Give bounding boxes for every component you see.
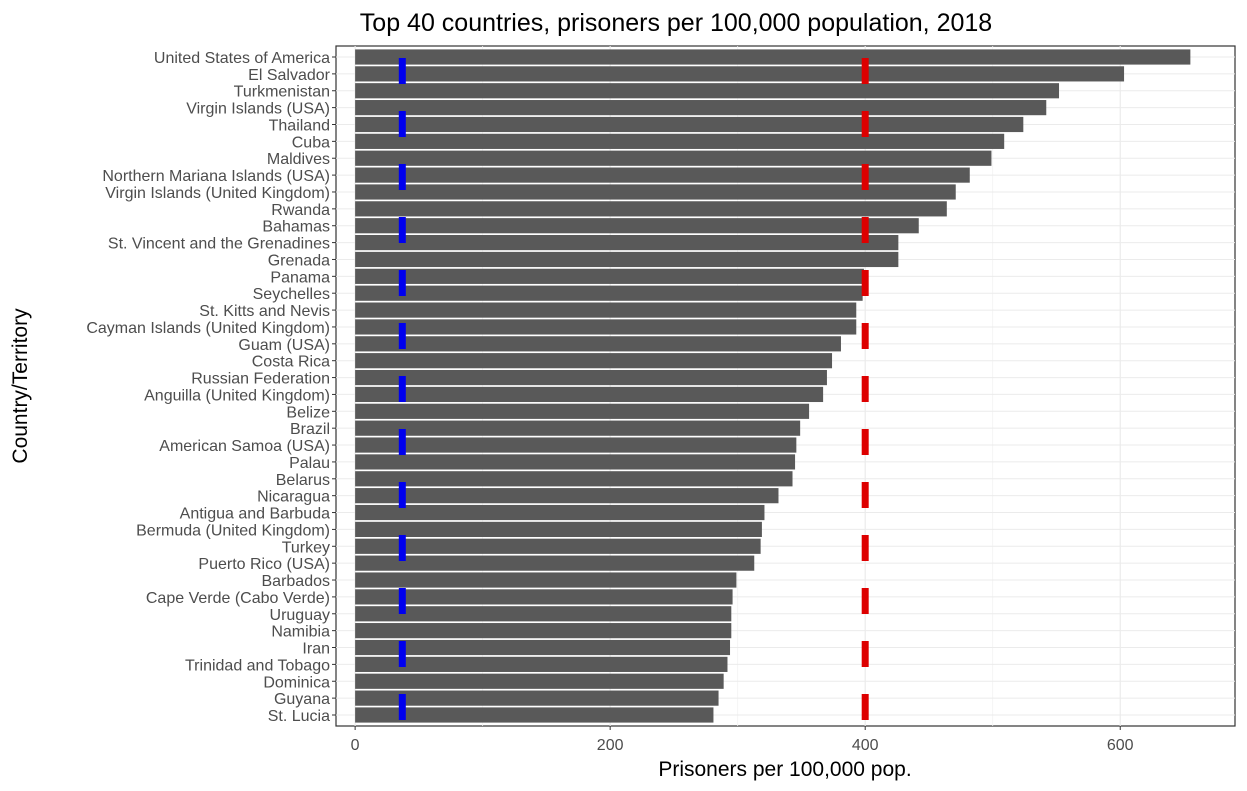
y-tick-label: Virgin Islands (United Kingdom) (105, 185, 330, 202)
y-tick-label: American Samoa (USA) (159, 438, 330, 455)
bar (355, 623, 732, 639)
y-tick-label: Turkey (282, 539, 330, 556)
y-tick-label: Cayman Islands (United Kingdom) (86, 320, 330, 337)
bar (355, 302, 857, 318)
bar (355, 572, 737, 588)
bar (355, 201, 947, 217)
y-tick-label: Iran (302, 641, 330, 658)
bar (355, 454, 796, 470)
y-tick-label: Cape Verde (Cabo Verde) (146, 590, 330, 607)
bar (355, 116, 1024, 133)
y-tick-label: El Salvador (248, 67, 330, 84)
x-tick-labels: 0 200 400 600 (351, 726, 1134, 754)
y-tick-label: St. Lucia (268, 708, 330, 725)
bar (355, 471, 793, 487)
y-tick-label: Northern Mariana Islands (USA) (102, 168, 330, 185)
bar (355, 234, 899, 251)
bar (355, 538, 761, 554)
bar (355, 488, 779, 504)
bar (355, 184, 956, 200)
chart-title: Top 40 countries, prisoners per 100,000 … (360, 9, 992, 37)
bar (355, 83, 1060, 99)
bar (355, 420, 801, 436)
bar (355, 606, 732, 622)
x-tick-label: 600 (1107, 737, 1134, 754)
bar (355, 555, 755, 571)
y-tick-label: Guyana (274, 691, 330, 708)
y-tick-label: Uruguay (270, 607, 330, 624)
bar (355, 66, 1125, 82)
y-tick-label: Nicaragua (257, 489, 330, 506)
x-axis-title: Prisoners per 100,000 pop. (658, 758, 911, 781)
x-tick-label: 200 (597, 737, 624, 754)
bars (355, 49, 1191, 723)
y-tick-label: Dominica (263, 674, 330, 691)
y-axis-title: Country/Territory (9, 308, 32, 464)
y-tick-label: Seychelles (253, 286, 330, 303)
bar (355, 285, 863, 301)
bar (355, 656, 728, 672)
bar (355, 369, 827, 386)
bar (355, 386, 824, 403)
bar (355, 589, 733, 605)
y-tick-label: Virgin Islands (USA) (186, 101, 330, 118)
bar (355, 336, 841, 352)
bar (355, 218, 919, 234)
bar (355, 100, 1047, 116)
y-tick-label: Trinidad and Tobago (185, 657, 330, 674)
y-tick-label: Antigua and Barbuda (180, 506, 330, 523)
bar (355, 49, 1191, 65)
x-tick-label: 0 (351, 737, 360, 754)
y-tick-label: Guam (USA) (238, 337, 330, 354)
y-tick-label: Panama (270, 269, 330, 286)
bar (355, 150, 992, 166)
bar (355, 133, 1005, 149)
y-tick-label: St. Kitts and Nevis (199, 303, 330, 320)
y-tick-label: Bermuda (United Kingdom) (136, 522, 330, 539)
bar (355, 707, 714, 723)
bar (355, 403, 810, 419)
bar (355, 673, 724, 689)
y-tick-label: Russian Federation (191, 371, 330, 388)
y-tick-label: Bahamas (262, 219, 330, 236)
y-tick-label: Brazil (290, 421, 330, 438)
y-tick-label: Anguilla (United Kingdom) (144, 387, 330, 404)
y-tick-label: Cuba (292, 134, 330, 151)
bar (355, 167, 970, 183)
y-tick-label: Costa Rica (252, 354, 330, 371)
y-tick-label: Rwanda (271, 202, 330, 219)
bar (355, 690, 719, 706)
bar (355, 251, 899, 268)
y-tick-label: St. Vincent and the Grenadines (108, 236, 330, 253)
y-tick-label: Belarus (276, 472, 330, 489)
y-tick-label: Namibia (271, 624, 330, 641)
y-tick-label: Barbados (262, 573, 331, 590)
y-tick-label: Palau (289, 455, 330, 472)
bar (355, 639, 731, 656)
y-tick-label: Belize (286, 404, 330, 421)
bar (355, 268, 864, 284)
y-tick-label: Maldives (267, 151, 330, 168)
bar (355, 319, 857, 335)
x-tick-label: 400 (852, 737, 879, 754)
bar (355, 437, 797, 453)
y-tick-label: Grenada (268, 252, 330, 269)
bar (355, 504, 765, 521)
bar (355, 521, 762, 538)
y-tick-label: Turkmenistan (234, 84, 330, 101)
y-tick-label: Thailand (269, 117, 330, 134)
reference-lines (398, 46, 869, 726)
y-tick-label: United States of America (154, 50, 330, 67)
bar (355, 353, 833, 369)
y-tick-label: Puerto Rico (USA) (198, 556, 330, 573)
